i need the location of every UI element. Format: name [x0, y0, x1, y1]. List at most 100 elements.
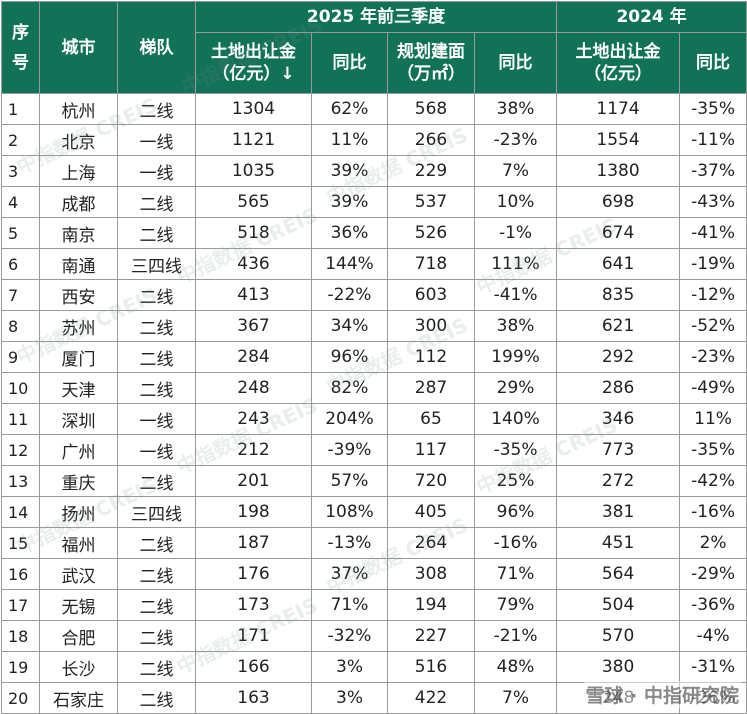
cell-city: 深圳 [39, 403, 118, 435]
cell-seq: 4 [1, 186, 40, 218]
cell-land-revenue-2025: 163 [195, 682, 312, 714]
cell-yoy-revenue-2024: -16% [679, 496, 747, 528]
table-row: 15 福州 二线 187 -13% 264 -16% 451 2% [1, 527, 747, 559]
cell-city: 武汉 [39, 558, 118, 590]
cell-planned-area: 229 [387, 155, 475, 187]
cell-seq: 17 [1, 589, 40, 621]
table-row: 16 武汉 二线 176 37% 308 71% 564 -29% [1, 558, 747, 590]
header-group-2024: 2024 年 [556, 1, 747, 33]
table-row: 5 南京 二线 518 36% 526 -1% 674 -41% [1, 217, 747, 249]
cell-planned-area: 308 [387, 558, 475, 590]
cell-seq: 18 [1, 620, 40, 652]
table-row: 18 合肥 二线 171 -32% 227 -21% 570 -4% [1, 620, 747, 652]
cell-seq: 9 [1, 341, 40, 373]
cell-city: 西安 [39, 279, 118, 311]
cell-yoy-revenue-2024: -31% [679, 651, 747, 683]
cell-planned-area: 264 [387, 527, 475, 559]
cell-seq: 15 [1, 527, 40, 559]
cell-yoy-revenue-2024: -37% [679, 155, 747, 187]
cell-tier: 二线 [117, 279, 196, 311]
cell-yoy-area: -16% [473, 527, 558, 559]
cell-yoy-revenue-2025: -13% [311, 527, 388, 559]
cell-planned-area: 300 [387, 310, 475, 342]
header-city: 城市 [39, 1, 118, 94]
cell-land-revenue-2024: 346 [556, 403, 681, 435]
cell-yoy-revenue-2024: -29% [679, 558, 747, 590]
cell-land-revenue-2025: 284 [195, 341, 312, 373]
cell-yoy-area: 10% [473, 186, 558, 218]
cell-planned-area: 718 [387, 248, 475, 280]
cell-city: 杭州 [39, 93, 118, 125]
cell-yoy-revenue-2024: -43% [679, 186, 747, 218]
table-row: 6 南通 三四线 436 144% 718 111% 641 -19% [1, 248, 747, 280]
table-row: 1 杭州 二线 1304 62% 568 38% 1174 -35% [1, 93, 747, 125]
cell-yoy-area: 48% [473, 651, 558, 683]
cell-yoy-area: -21% [473, 620, 558, 652]
cell-land-revenue-2025: 187 [195, 527, 312, 559]
cell-seq: 20 [1, 682, 40, 714]
cell-tier: 二线 [117, 310, 196, 342]
cell-city: 苏州 [39, 310, 118, 342]
cell-seq: 16 [1, 558, 40, 590]
table-row: 8 苏州 二线 367 34% 300 38% 621 -52% [1, 310, 747, 342]
cell-planned-area: 603 [387, 279, 475, 311]
cell-tier: 二线 [117, 93, 196, 125]
cell-yoy-revenue-2024: -4% [679, 620, 747, 652]
cell-land-revenue-2024: 451 [556, 527, 681, 559]
cell-yoy-revenue-2025: 96% [311, 341, 388, 373]
cell-yoy-revenue-2025: 39% [311, 186, 388, 218]
cell-planned-area: 537 [387, 186, 475, 218]
cell-tier: 二线 [117, 651, 196, 683]
cell-seq: 12 [1, 434, 40, 466]
cell-tier: 二线 [117, 341, 196, 373]
cell-land-revenue-2024: 564 [556, 558, 681, 590]
brand-watermark: 雪球 · 中指研究院 [583, 681, 741, 708]
table-row: 3 上海 一线 1035 39% 229 7% 1380 -37% [1, 155, 747, 187]
cell-seq: 8 [1, 310, 40, 342]
cell-city: 天津 [39, 372, 118, 404]
cell-city: 上海 [39, 155, 118, 187]
cell-land-revenue-2025: 518 [195, 217, 312, 249]
cell-tier: 二线 [117, 217, 196, 249]
cell-land-revenue-2025: 243 [195, 403, 312, 435]
header-tier: 梯队 [117, 1, 196, 94]
cell-yoy-area: -23% [473, 124, 558, 156]
cell-city: 厦门 [39, 341, 118, 373]
cell-planned-area: 117 [387, 434, 475, 466]
cell-yoy-revenue-2025: 144% [311, 248, 388, 280]
cell-city: 石家庄 [39, 682, 118, 714]
cell-planned-area: 405 [387, 496, 475, 528]
table-row: 2 北京 一线 1121 11% 266 -23% 1554 -11% [1, 124, 747, 156]
cell-yoy-revenue-2024: -36% [679, 589, 747, 621]
cell-yoy-revenue-2025: 3% [311, 682, 388, 714]
cell-tier: 二线 [117, 620, 196, 652]
cell-city: 成都 [39, 186, 118, 218]
cell-land-revenue-2025: 198 [195, 496, 312, 528]
cell-planned-area: 65 [387, 403, 475, 435]
cell-land-revenue-2024: 381 [556, 496, 681, 528]
cell-yoy-revenue-2024: -11% [679, 124, 747, 156]
cell-land-revenue-2024: 621 [556, 310, 681, 342]
cell-seq: 7 [1, 279, 40, 311]
cell-seq: 1 [1, 93, 40, 125]
cell-land-revenue-2025: 212 [195, 434, 312, 466]
cell-tier: 一线 [117, 124, 196, 156]
cell-land-revenue-2024: 1554 [556, 124, 681, 156]
cell-seq: 13 [1, 465, 40, 497]
cell-planned-area: 266 [387, 124, 475, 156]
cell-yoy-revenue-2024: -12% [679, 279, 747, 311]
cell-yoy-revenue-2024: -35% [679, 93, 747, 125]
header-seq: 序 号 [1, 1, 40, 94]
cell-yoy-revenue-2024: -52% [679, 310, 747, 342]
cell-city: 合肥 [39, 620, 118, 652]
cell-yoy-revenue-2024: -23% [679, 341, 747, 373]
cell-land-revenue-2024: 698 [556, 186, 681, 218]
cell-land-revenue-2025: 1121 [195, 124, 312, 156]
cell-yoy-revenue-2024: 2% [679, 527, 747, 559]
table-body: 1 杭州 二线 1304 62% 568 38% 1174 -35% 2 北京 一线 1121 11% 26… [1, 93, 747, 714]
cell-planned-area: 516 [387, 651, 475, 683]
cell-yoy-revenue-2024: -19% [679, 248, 747, 280]
cell-yoy-revenue-2025: 34% [311, 310, 388, 342]
cell-yoy-area: 29% [473, 372, 558, 404]
